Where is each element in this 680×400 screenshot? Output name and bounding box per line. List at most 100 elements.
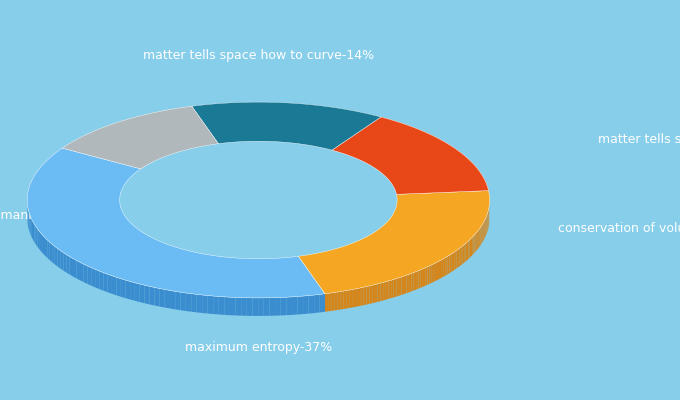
- Polygon shape: [175, 291, 180, 310]
- Polygon shape: [182, 249, 184, 268]
- Polygon shape: [438, 261, 440, 280]
- Polygon shape: [302, 256, 304, 274]
- Polygon shape: [353, 242, 354, 261]
- Polygon shape: [165, 244, 168, 262]
- Polygon shape: [103, 273, 107, 292]
- Polygon shape: [352, 243, 353, 262]
- Polygon shape: [462, 245, 464, 264]
- Polygon shape: [228, 257, 231, 276]
- Polygon shape: [323, 252, 325, 270]
- Polygon shape: [332, 117, 488, 194]
- Polygon shape: [247, 298, 252, 316]
- Polygon shape: [29, 212, 30, 233]
- Polygon shape: [136, 228, 138, 247]
- Polygon shape: [340, 291, 343, 310]
- Polygon shape: [378, 229, 379, 248]
- Polygon shape: [364, 286, 367, 305]
- Polygon shape: [180, 292, 186, 311]
- Polygon shape: [366, 236, 367, 255]
- Polygon shape: [314, 294, 320, 313]
- Polygon shape: [306, 255, 307, 273]
- Polygon shape: [343, 246, 344, 265]
- Polygon shape: [30, 215, 31, 235]
- Text: maximum entropy-37%: maximum entropy-37%: [185, 342, 332, 354]
- Polygon shape: [67, 254, 69, 274]
- Polygon shape: [45, 238, 48, 258]
- Polygon shape: [330, 250, 332, 268]
- Polygon shape: [126, 218, 128, 238]
- Polygon shape: [467, 241, 469, 260]
- Polygon shape: [279, 258, 282, 276]
- Polygon shape: [332, 117, 488, 194]
- Polygon shape: [269, 258, 272, 276]
- Text: conservation of volume-11%: conservation of volume-11%: [558, 222, 680, 234]
- Polygon shape: [124, 214, 125, 234]
- Polygon shape: [440, 260, 442, 279]
- Polygon shape: [158, 240, 160, 260]
- Polygon shape: [460, 247, 461, 266]
- Polygon shape: [480, 227, 481, 246]
- Polygon shape: [318, 253, 320, 271]
- Polygon shape: [27, 148, 325, 298]
- Polygon shape: [337, 292, 340, 310]
- Polygon shape: [262, 259, 265, 277]
- Polygon shape: [396, 278, 399, 296]
- Polygon shape: [112, 276, 116, 295]
- Polygon shape: [346, 290, 349, 308]
- Polygon shape: [139, 284, 145, 303]
- Polygon shape: [479, 228, 480, 248]
- Polygon shape: [370, 234, 371, 253]
- Polygon shape: [235, 258, 238, 276]
- Polygon shape: [292, 257, 295, 275]
- Polygon shape: [147, 235, 149, 254]
- Polygon shape: [332, 250, 333, 268]
- Polygon shape: [354, 242, 356, 260]
- Polygon shape: [349, 290, 352, 308]
- Polygon shape: [131, 223, 132, 242]
- Polygon shape: [288, 257, 292, 275]
- Polygon shape: [475, 234, 476, 253]
- Polygon shape: [264, 298, 269, 316]
- Polygon shape: [303, 296, 309, 314]
- Polygon shape: [365, 237, 366, 256]
- Polygon shape: [322, 252, 323, 270]
- Polygon shape: [331, 292, 334, 311]
- Polygon shape: [209, 255, 211, 273]
- Polygon shape: [380, 282, 383, 301]
- Polygon shape: [132, 224, 133, 243]
- Polygon shape: [299, 191, 490, 294]
- Polygon shape: [382, 226, 383, 245]
- Polygon shape: [63, 106, 218, 169]
- Polygon shape: [328, 250, 330, 269]
- Polygon shape: [139, 230, 141, 250]
- Polygon shape: [176, 247, 179, 266]
- Polygon shape: [145, 234, 147, 253]
- Polygon shape: [165, 290, 170, 308]
- Polygon shape: [379, 228, 380, 247]
- Polygon shape: [325, 293, 328, 312]
- Polygon shape: [149, 236, 152, 255]
- Polygon shape: [428, 266, 430, 285]
- Polygon shape: [309, 254, 311, 273]
- Polygon shape: [107, 274, 112, 294]
- Polygon shape: [272, 258, 275, 276]
- Polygon shape: [39, 231, 41, 251]
- Polygon shape: [230, 297, 235, 316]
- Polygon shape: [469, 240, 470, 259]
- Polygon shape: [461, 246, 462, 265]
- Polygon shape: [252, 298, 258, 316]
- Polygon shape: [328, 293, 331, 311]
- Polygon shape: [466, 242, 467, 262]
- Polygon shape: [345, 245, 347, 264]
- Polygon shape: [130, 282, 135, 301]
- Polygon shape: [383, 225, 384, 244]
- Polygon shape: [399, 277, 401, 296]
- Polygon shape: [477, 231, 478, 250]
- Polygon shape: [231, 258, 235, 276]
- Polygon shape: [421, 269, 423, 288]
- Polygon shape: [377, 283, 380, 302]
- Polygon shape: [481, 224, 482, 244]
- Polygon shape: [269, 298, 275, 316]
- Polygon shape: [372, 284, 375, 303]
- Polygon shape: [436, 262, 438, 281]
